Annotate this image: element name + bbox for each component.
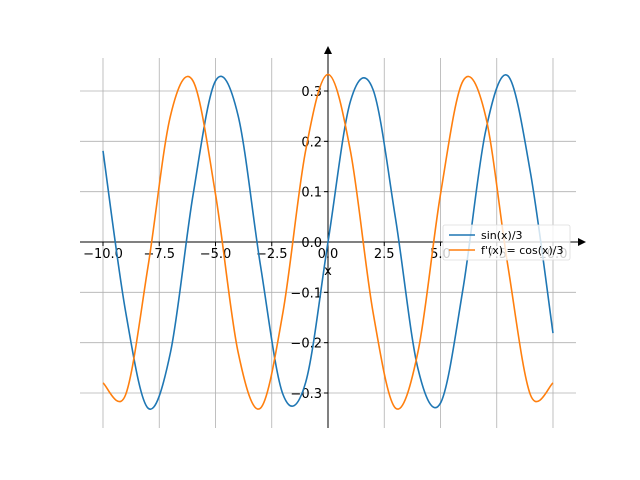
- x-axis-label: x: [324, 264, 332, 279]
- y-tick-label: −0.2: [290, 337, 322, 352]
- x-axis-arrow-icon: [578, 238, 586, 246]
- x-tick-label: −2.5: [256, 247, 288, 262]
- series-line-2: [102, 73, 554, 410]
- x-tick-label: 2.5: [374, 247, 395, 262]
- y-tick-label: 0.2: [301, 135, 322, 150]
- x-tick-label: −7.5: [143, 247, 175, 262]
- y-axis-arrow-icon: [324, 46, 332, 54]
- x-tick-label: 0.0: [318, 247, 339, 262]
- legend-label-1: sin(x)/3: [481, 229, 523, 242]
- x-tick-label: −5.0: [200, 247, 232, 262]
- x-tick-label: −10.0: [83, 247, 123, 262]
- y-tick-label: 0.0: [301, 236, 322, 251]
- series-line-1: [102, 74, 554, 410]
- legend-label-2: f'(x) = cos(x)/3: [481, 244, 564, 257]
- y-tick-label: 0.1: [301, 186, 322, 201]
- legend-box: [442, 224, 571, 261]
- y-tick-label: −0.1: [290, 286, 322, 301]
- y-tick-label: −0.3: [290, 387, 322, 402]
